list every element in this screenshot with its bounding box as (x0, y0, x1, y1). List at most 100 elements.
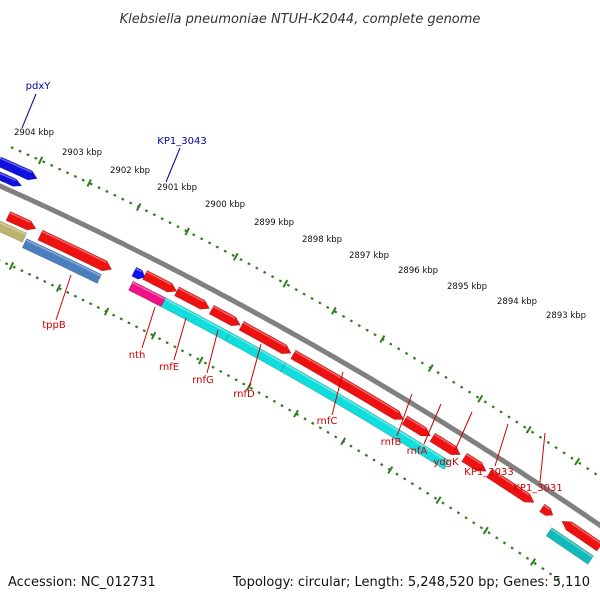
ruler-dot (4, 262, 9, 266)
feature-rnf-cds-1-highlight (164, 298, 230, 335)
ruler-dot (165, 341, 169, 345)
gene-label-leader (165, 147, 181, 183)
gene-rnfE-highlight (177, 287, 205, 303)
scale-label: 2893 kbp (546, 311, 586, 321)
gene-rnfA-highlight (433, 433, 456, 449)
scale-label: 2894 kbp (497, 297, 537, 307)
ruler-dot (57, 167, 62, 171)
ruler-dot (27, 272, 32, 276)
ruler-dot (502, 541, 507, 545)
feature-tppB-cds-highlight (25, 239, 102, 277)
ruler-dot (215, 245, 220, 249)
gene-label: rnfD (233, 389, 255, 400)
ruler-dot (562, 451, 566, 455)
ruler-dot (334, 435, 338, 439)
ruler-dot (449, 506, 453, 510)
ruler-dot (333, 310, 338, 314)
map-title: Klebsiella pneumoniae NTUH-K2044, comple… (120, 12, 481, 27)
gene-label: nth (129, 350, 146, 361)
ruler-major-tick (477, 394, 484, 403)
ruler-dot (272, 399, 277, 403)
ruler-dot (219, 369, 223, 373)
ruler-dot (239, 258, 243, 262)
scale-label: 2901 kbp (157, 183, 197, 193)
ruler-major-tick (150, 331, 157, 340)
scale-label: 2899 kbp (254, 218, 294, 228)
ruler-dot (247, 262, 251, 266)
gene-KP1_3043-highlight (135, 267, 142, 273)
gene-features (0, 156, 600, 565)
feature-rnfC-cds (280, 362, 450, 470)
ruler-dot (211, 365, 215, 369)
ruler-dot (372, 458, 376, 462)
gene-pdxY-cds (0, 171, 23, 187)
ruler-dot (548, 572, 553, 576)
ruler-dot (294, 288, 298, 292)
scale-label: 2895 kbp (447, 282, 487, 292)
ruler-dot (530, 430, 535, 434)
gene-label-leader (494, 423, 509, 467)
scale-label: 2902 kbp (110, 166, 150, 176)
ruler-dot (199, 237, 204, 241)
ruler-major-tick (427, 364, 434, 373)
gene-label: rnfC (317, 416, 338, 427)
scale-label: 2900 kbp (205, 200, 245, 210)
gene-nth (142, 269, 178, 293)
ruler-dot (168, 221, 172, 225)
ruler-dot (73, 174, 78, 178)
ruler-dot (404, 351, 409, 356)
gene-KP1_3033-highlight (490, 469, 530, 496)
ruler-dot (349, 444, 353, 448)
gene-label-leader (206, 329, 219, 374)
gene-tppB (37, 229, 113, 272)
gene-labels: pdxY KP1_3043 tppB nth rnfE rnfG rnfD rnfC rnfB r… (21, 81, 563, 494)
ruler-dot (464, 516, 468, 520)
ruler-dot (81, 178, 85, 182)
ruler-dot (234, 378, 238, 382)
gene-KP1_3031 (539, 503, 554, 516)
ruler-dot (318, 301, 322, 305)
gene-label-leader (423, 403, 442, 445)
ruler-dot (525, 556, 530, 560)
ruler-dot (160, 217, 164, 221)
gene-rnfB (401, 415, 431, 437)
gene-label-leader (452, 411, 473, 456)
ruler-dot (373, 333, 377, 337)
ruler-dot (433, 496, 438, 500)
gene-pdxY-highlight (0, 157, 32, 173)
ruler-dot (255, 266, 259, 270)
gene-label: pdxY (26, 81, 52, 92)
ruler-dot (180, 349, 185, 353)
ruler-dot (105, 189, 109, 193)
ruler-major-tick (435, 496, 442, 505)
ruler-major-tick (387, 466, 394, 474)
ruler-dot (556, 577, 560, 581)
feature-rnfC-cds-highlight (284, 363, 450, 463)
ruler-major-tick (529, 558, 537, 566)
ruler-dot (499, 410, 503, 414)
ruler-dot (510, 546, 514, 550)
ruler-dot (403, 477, 407, 481)
gene-label: KP1_3033 (464, 467, 513, 478)
ruler-dot (50, 163, 54, 167)
gene-edge-red-highlight (570, 522, 600, 544)
ruler-dot (196, 357, 200, 361)
ruler-dot (365, 328, 369, 332)
gene-label-leader (539, 432, 546, 483)
gene-label-leader (331, 371, 344, 416)
gene-rnfG-highlight (212, 305, 236, 319)
ruler-dot (113, 193, 117, 197)
gene-rnfB-highlight (406, 416, 426, 430)
ruler-major-tick (233, 252, 239, 261)
ruler-major-tick (86, 178, 92, 188)
ruler-dot (66, 290, 70, 295)
scale-label: 2897 kbp (349, 251, 389, 261)
ruler-dot (207, 241, 212, 245)
ruler-dot (310, 296, 314, 301)
ruler-dot (18, 149, 22, 153)
gene-ydgK-highlight (465, 453, 482, 465)
gene-nth-highlight (146, 271, 172, 286)
ruler-dot (357, 449, 361, 453)
ruler-dot (495, 536, 499, 540)
